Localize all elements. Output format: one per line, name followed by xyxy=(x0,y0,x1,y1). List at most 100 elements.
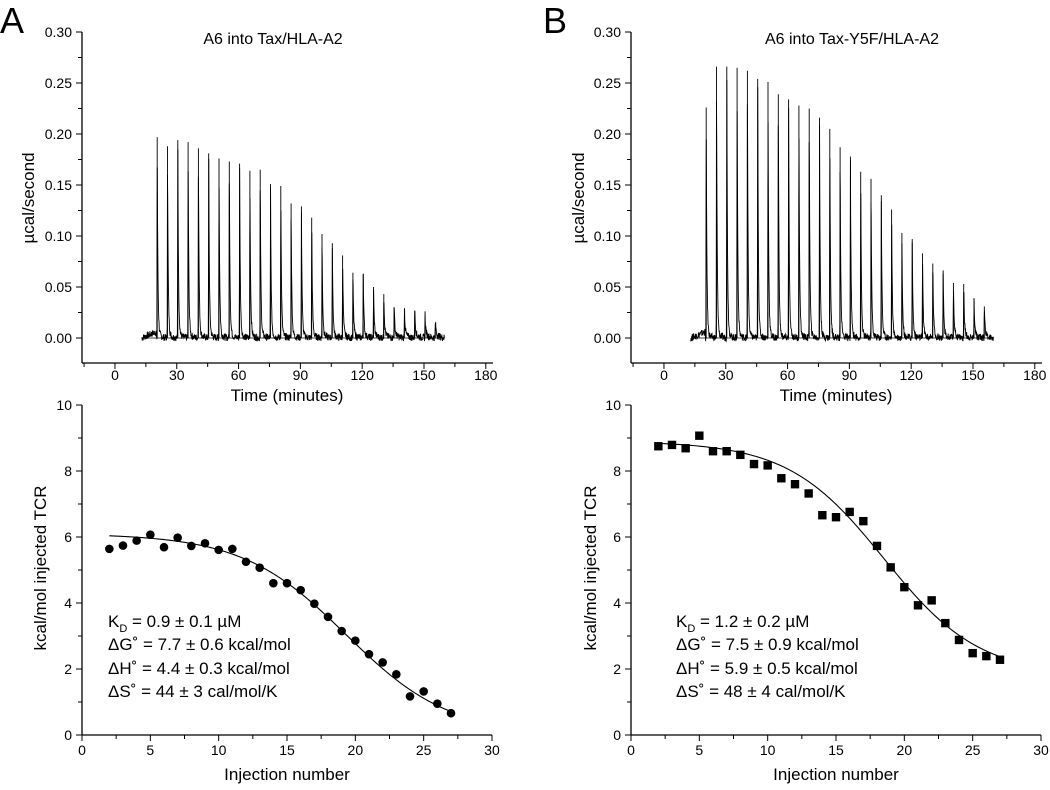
dh-b: ΔH˚ = 5.9 ± 0.5 kcal/mol xyxy=(676,659,858,678)
isotherm-a-ylabel: kcal/mol injected TCR xyxy=(31,485,50,650)
data-point xyxy=(900,582,909,592)
data-point xyxy=(146,530,155,539)
data-point xyxy=(159,542,169,552)
data-point xyxy=(323,612,333,622)
ds-a: ΔS˚ = 44 ± 3 cal/mol/K xyxy=(108,682,278,701)
data-point xyxy=(200,538,210,548)
x-tick-label: 5 xyxy=(695,742,703,758)
thermogram-a-xlabel: Time (minutes) xyxy=(231,386,344,405)
data-point xyxy=(310,599,319,608)
data-point xyxy=(818,511,827,520)
isotherm-b-xlabel: Injection number xyxy=(773,765,899,784)
y-tick-label: 10 xyxy=(56,397,72,413)
y-tick-label: 0.30 xyxy=(45,24,72,40)
x-tick-label: 15 xyxy=(279,742,295,758)
y-tick-label: 0.25 xyxy=(45,75,72,91)
data-point xyxy=(872,541,882,551)
fit-curve xyxy=(109,535,452,713)
thermogram-b-plot: 0 30 60 90 120 150 180 0.00 0.05 0.10 0.15 0.20 0.25… xyxy=(594,24,1047,383)
x-tick-label: 0 xyxy=(660,367,668,383)
ds-b: ΔS˚ = 48 ± 4 cal/mol/K xyxy=(676,682,846,701)
data-point xyxy=(790,480,800,489)
data-point xyxy=(927,596,936,605)
data-point xyxy=(859,516,868,526)
x-tick-label: 30 xyxy=(1033,742,1049,758)
x-tick-label: 120 xyxy=(351,367,375,383)
y-tick-label: 0.15 xyxy=(594,177,621,193)
x-tick-label: 60 xyxy=(231,367,247,383)
data-point xyxy=(405,692,415,701)
thermogram-trace xyxy=(690,79,994,343)
x-tick-label: 90 xyxy=(842,367,858,383)
x-tick-label: 180 xyxy=(1023,367,1047,383)
x-tick-label: 0 xyxy=(627,742,635,758)
data-point xyxy=(132,536,141,545)
x-tick-label: 0 xyxy=(111,367,119,383)
data-point xyxy=(886,563,895,572)
y-tick-label: 0.00 xyxy=(594,330,621,346)
data-point xyxy=(364,649,374,659)
data-point xyxy=(282,578,292,588)
y-tick-label: 6 xyxy=(613,529,621,545)
isotherm-a-annotations: KD = 0.9 ± 0.1 µM ΔG˚ = 7.7 ± 0.6 kcal/m… xyxy=(108,612,291,701)
data-point xyxy=(831,513,841,522)
kd-a: KD = 0.9 ± 0.1 µM xyxy=(108,612,241,635)
y-tick-label: 0.30 xyxy=(594,24,621,40)
data-point xyxy=(269,578,278,588)
data-point xyxy=(913,601,923,610)
x-tick-label: 90 xyxy=(293,367,309,383)
x-tick-label: 30 xyxy=(718,367,734,383)
isotherm-b-plot: 0 5 10 15 20 25 30 0 2 4 6 8 10 xyxy=(605,397,1049,758)
kd-b: KD = 1.2 ± 0.2 µM xyxy=(676,612,809,635)
data-point xyxy=(255,563,264,572)
x-tick-label: 150 xyxy=(412,367,436,383)
x-tick-label: 10 xyxy=(211,742,227,758)
x-tick-label: 60 xyxy=(780,367,796,383)
x-tick-label: 150 xyxy=(961,367,985,383)
isotherm-a-plot: 0 5 10 15 20 25 30 0 2 4 6 8 10 xyxy=(56,397,500,758)
y-tick-label: 0 xyxy=(64,727,72,743)
y-tick-label: 0.05 xyxy=(45,279,72,295)
y-tick-label: 0.10 xyxy=(594,228,621,244)
y-tick-label: 0 xyxy=(613,727,621,743)
data-point xyxy=(968,648,977,658)
data-point xyxy=(954,635,964,645)
x-tick-label: 30 xyxy=(484,742,500,758)
x-tick-label: 25 xyxy=(965,742,981,758)
thermogram-a-ylabel: µcal/second xyxy=(19,152,38,243)
y-tick-label: 0.20 xyxy=(594,126,621,142)
data-point xyxy=(296,585,305,595)
y-tick-label: 0.05 xyxy=(594,279,621,295)
data-point xyxy=(337,626,346,636)
data-point xyxy=(378,658,387,667)
y-tick-label: 4 xyxy=(64,595,72,611)
data-point xyxy=(187,541,196,551)
data-point xyxy=(105,544,114,554)
y-tick-label: 8 xyxy=(613,463,621,479)
x-tick-label: 25 xyxy=(416,742,432,758)
y-tick-label: 10 xyxy=(605,397,621,413)
dg-b: ΔG˚ = 7.5 ± 0.9 kcal/mol xyxy=(676,635,859,654)
y-tick-label: 8 xyxy=(64,463,72,479)
y-tick-label: 0.10 xyxy=(45,228,72,244)
data-point xyxy=(845,507,854,517)
dh-a: ΔH˚ = 4.4 ± 0.3 kcal/mol xyxy=(108,659,290,678)
data-point xyxy=(214,545,223,555)
thermogram-a-title: A6 into Tax/HLA-A2 xyxy=(203,31,342,48)
data-point xyxy=(667,440,677,450)
data-point xyxy=(419,687,428,696)
data-point xyxy=(433,699,442,708)
panel-letter-b: B xyxy=(543,0,567,41)
data-point xyxy=(118,541,128,550)
data-point xyxy=(708,447,718,456)
data-point xyxy=(228,544,237,554)
data-point xyxy=(654,442,663,451)
data-point xyxy=(804,489,813,498)
thermogram-trace xyxy=(141,149,445,342)
data-point xyxy=(241,557,251,567)
data-point xyxy=(995,655,1005,664)
data-point xyxy=(763,461,772,470)
y-tick-label: 2 xyxy=(613,661,621,677)
thermogram-a-plot: 0 30 60 90 120 150 180 0.00 0.05 0.10 0.15 0.20 0.25… xyxy=(45,24,498,383)
